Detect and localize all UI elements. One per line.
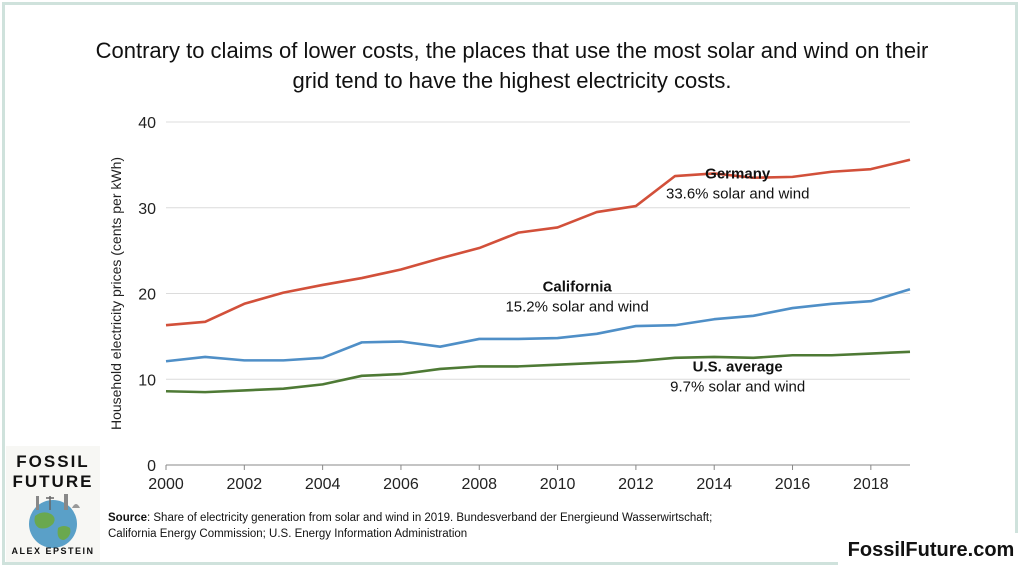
series-detail-label: 33.6% solar and wind (666, 185, 809, 202)
x-tick-label: 2000 (148, 476, 184, 493)
x-tick-label: 2002 (227, 476, 263, 493)
x-tick-label: 2004 (305, 476, 341, 493)
fossil-future-logo: FOSSIL FUTURE ALEX EPSTEIN (6, 446, 100, 562)
grid-lines (166, 121, 910, 380)
globe-icon (29, 494, 80, 548)
series-name-label: Germany (705, 165, 771, 182)
logo-line-1: FOSSIL (16, 452, 90, 471)
y-axis-label: Household electricity prices (cents per … (108, 157, 124, 430)
source-label: Source (108, 512, 147, 524)
chart-title: Contrary to claims of lower costs, the p… (60, 36, 964, 96)
title-line-2: grid tend to have the highest electricit… (292, 68, 732, 93)
y-tick-label: 20 (138, 287, 156, 304)
logo-line-2: FUTURE (12, 472, 94, 491)
website-link[interactable]: FossilFuture.com (838, 533, 1024, 567)
y-tick-label: 40 (138, 115, 156, 132)
series-detail-label: 9.7% solar and wind (670, 378, 805, 395)
series-lines (165, 158, 911, 394)
x-tick-label: 2018 (853, 476, 889, 493)
series-name-label: U.S. average (693, 358, 783, 375)
source-text: : Share of electricity generation from s… (108, 512, 713, 540)
x-tick-label: 2006 (383, 476, 419, 493)
series-line-germany (165, 158, 911, 327)
x-tick-label: 2016 (775, 476, 811, 493)
logo-author: ALEX EPSTEIN (11, 546, 95, 556)
series-line-california (165, 287, 911, 363)
title-line-1: Contrary to claims of lower costs, the p… (95, 38, 929, 63)
series-line-us (165, 350, 911, 394)
x-tick-label: 2008 (461, 476, 497, 493)
axes: 0 10 20 30 40 2000 2002 2004 2006 2008 2010 2012 201… (108, 115, 910, 493)
series-detail-label: 15.2% solar and wind (505, 299, 648, 316)
series-labels: Germany 33.6% solar and wind California 15.… (505, 165, 809, 395)
x-tick-label: 2012 (618, 476, 654, 493)
x-tick-label: 2010 (540, 476, 576, 493)
slide-border (2, 2, 1018, 565)
x-tick-label: 2014 (696, 476, 732, 493)
y-tick-label: 0 (147, 458, 156, 475)
series-name-label: California (543, 279, 613, 296)
y-tick-label: 30 (138, 201, 156, 218)
source-note: Source: Share of electricity generation … (108, 510, 748, 542)
y-tick-label: 10 (138, 372, 156, 389)
